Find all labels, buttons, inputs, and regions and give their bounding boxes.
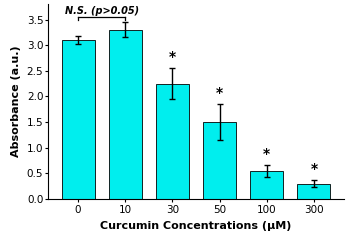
- Bar: [109, 30, 142, 199]
- Bar: [203, 122, 236, 199]
- Text: *: *: [263, 147, 270, 161]
- Bar: [250, 171, 283, 199]
- Text: *: *: [169, 50, 176, 64]
- Y-axis label: Absorbance (a.u.): Absorbance (a.u.): [11, 46, 21, 157]
- Bar: [298, 184, 330, 199]
- X-axis label: Curcumin Concentrations (μM): Curcumin Concentrations (μM): [100, 221, 292, 231]
- Bar: [156, 84, 189, 199]
- Bar: [62, 40, 95, 199]
- Text: N.S. (p>0.05): N.S. (p>0.05): [65, 7, 139, 16]
- Text: *: *: [310, 162, 317, 176]
- Text: *: *: [216, 86, 223, 100]
